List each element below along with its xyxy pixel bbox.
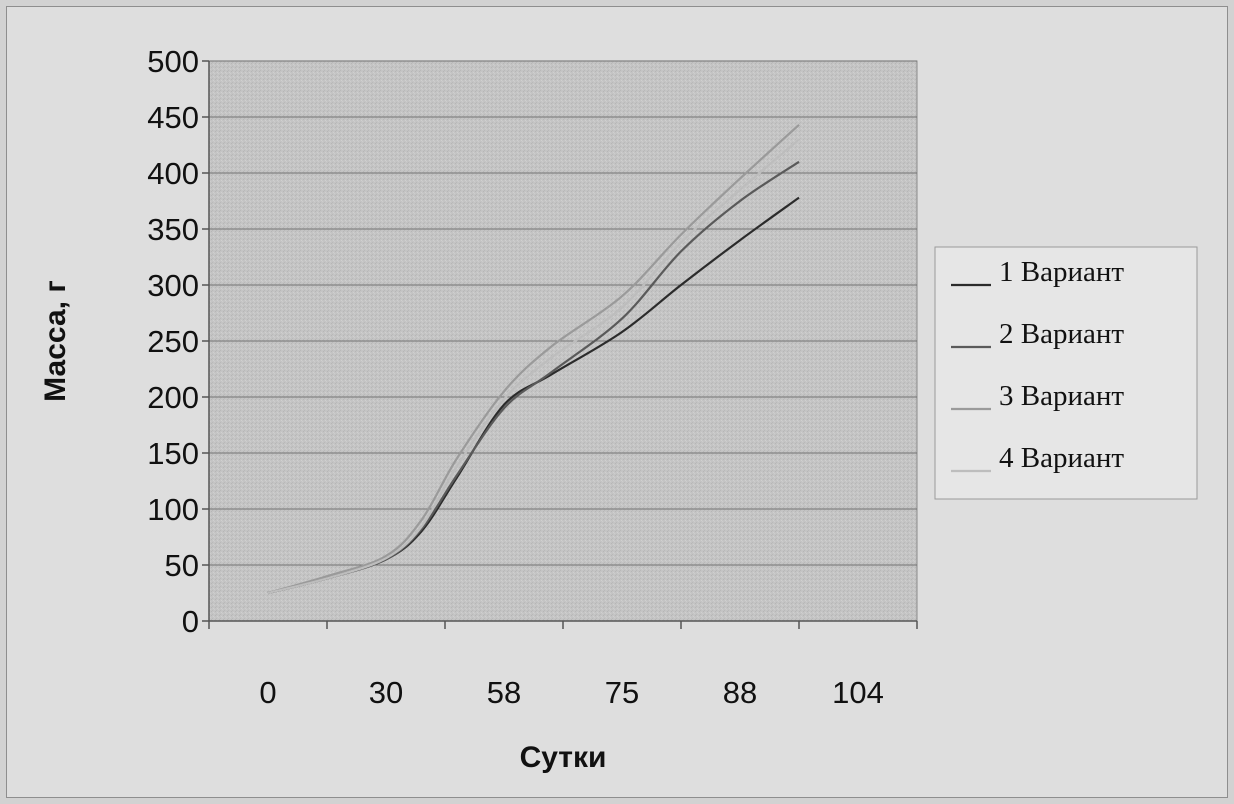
x-tick-label: 30 xyxy=(369,675,403,710)
legend-label: 3 Вариант xyxy=(999,380,1124,412)
series-line xyxy=(267,123,800,595)
series-line xyxy=(267,138,800,595)
line-chart: 0 50 100 150 200 250 300 350 400 450 500 0 30 58 75 88… xyxy=(39,44,1198,774)
y-tick-label: 350 xyxy=(147,212,199,247)
x-axis-label: Сутки xyxy=(520,741,607,774)
y-tick-label: 0 xyxy=(182,604,199,639)
y-axis-label: Масса, г xyxy=(39,280,72,402)
legend-box xyxy=(934,246,1198,500)
y-axis-ticks: 0 50 100 150 200 250 300 350 400 450 500 xyxy=(147,44,209,639)
legend-label: 1 Вариант xyxy=(999,256,1124,288)
y-tick-label: 450 xyxy=(147,100,199,135)
grid-lines xyxy=(209,60,917,566)
legend-label: 4 Вариант xyxy=(999,442,1124,474)
y-tick-label: 100 xyxy=(147,492,199,527)
y-tick-label: 150 xyxy=(147,436,199,471)
chart-frame: 0 50 100 150 200 250 300 350 400 450 500 0 30 58 75 88… xyxy=(6,6,1228,798)
x-tick-label: 104 xyxy=(832,675,884,710)
x-tick-label: 88 xyxy=(723,675,757,710)
y-tick-label: 300 xyxy=(147,268,199,303)
x-tick-label: 0 xyxy=(259,675,276,710)
y-tick-label: 400 xyxy=(147,156,199,191)
x-axis-ticks: 0 30 58 75 88 104 xyxy=(208,621,918,710)
series-lines xyxy=(267,123,800,595)
x-tick-label: 58 xyxy=(487,675,521,710)
y-tick-label: 500 xyxy=(147,44,199,79)
legend: 1 Вариант 2 Вариант 3 Вариант 4 Вариант xyxy=(934,246,1198,500)
legend-label: 2 Вариант xyxy=(999,318,1124,350)
x-tick-label: 75 xyxy=(605,675,639,710)
y-tick-label: 250 xyxy=(147,324,199,359)
y-tick-label: 200 xyxy=(147,380,199,415)
y-tick-label: 50 xyxy=(165,548,199,583)
